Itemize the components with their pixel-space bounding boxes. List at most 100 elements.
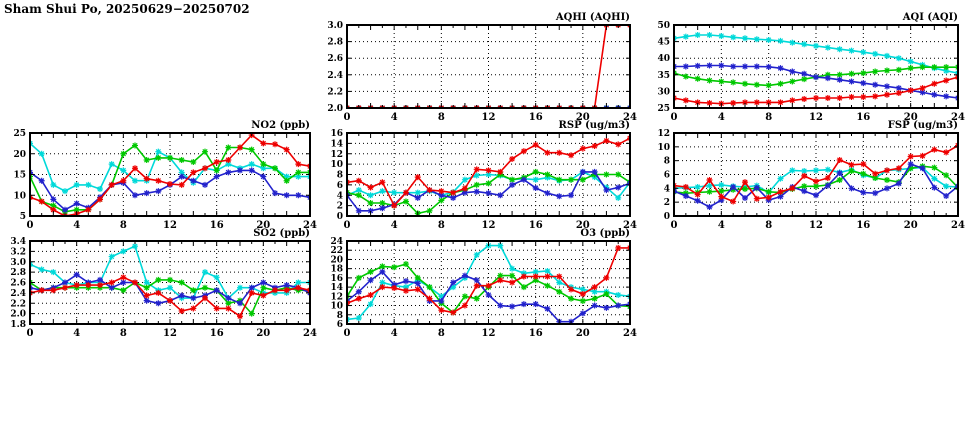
x-tick-label: 12	[482, 328, 496, 339]
y-tick-label: 15	[13, 171, 26, 181]
y-tick-label: 3.0	[10, 258, 26, 268]
y-tick-label: 50	[657, 21, 670, 31]
y-tick-label: 10	[13, 191, 26, 201]
chart-o3: O3 (ppb) 6 8 10 12 14 16 18 20 22 24 0 4 8 12 16 20 24	[317, 228, 638, 340]
x-tick-label: 16	[529, 112, 543, 123]
y-tick-label: 2	[664, 198, 670, 208]
y-tick-label: 6	[337, 181, 343, 191]
y-tick-label: 16	[330, 129, 343, 139]
y-tick-label: 12	[330, 150, 343, 160]
plot-svg-aqi: 25 30 35 40 45 50 0 4 8 12 16 20 24	[657, 21, 965, 123]
x-tick-label: 4	[391, 112, 398, 123]
series-cyan-markers	[346, 242, 631, 323]
chart-fsp: FSP (ug/m3) 0 2 4 6 8 10 12 0 4 8 12 16 20 24	[644, 120, 966, 232]
y-tick-label: 45	[657, 38, 670, 48]
y-tick-label: 2.6	[327, 54, 343, 64]
chart-no2-title: NO2 (ppb)	[251, 120, 310, 131]
series-red	[29, 274, 311, 320]
y-tick-label: 1.8	[10, 320, 26, 330]
x-tick-label: 24	[623, 328, 637, 339]
x-tick-label: 20	[576, 220, 590, 231]
plot-svg-so2: 1.82.02.22.42.62.83.03.23.4 0 4 8 12 16 20 24	[10, 237, 317, 339]
series-cyan	[346, 242, 631, 323]
y-tick-label: 8	[337, 171, 343, 181]
y-tick-label: 2.2	[327, 87, 343, 97]
chart-aqi-title: AQI (AQI)	[902, 12, 958, 23]
plot-svg-no2: 5 10 15 20 25 0 4 8 12 16 20 24	[13, 129, 317, 231]
page-title: Sham Shui Po, 20250629−20250702	[4, 2, 250, 16]
y-tick-label: 14	[330, 283, 343, 293]
y-tick-label: 16	[330, 274, 343, 284]
x-tick-label: 4	[73, 220, 80, 231]
y-tick-label: 10	[657, 143, 670, 153]
x-tick-label: 16	[210, 328, 224, 339]
series-red-markers	[346, 244, 631, 316]
y-tick-label: 12	[657, 129, 670, 139]
x-tick-label: 12	[809, 220, 823, 231]
y-tick-label: 2	[337, 202, 343, 212]
x-tick-label: 12	[482, 220, 496, 231]
chart-no2: NO2 (ppb) 5 10 15 20 25 0 4 8 12 16 20 24	[0, 120, 318, 232]
y-tick-label: 2.4	[10, 289, 26, 299]
y-tick-label: 14	[330, 139, 343, 149]
chart-rsp-title: RSP (ug/m3)	[558, 120, 630, 131]
x-tick-label: 12	[163, 220, 177, 231]
y-tick-label: 0	[664, 212, 670, 222]
y-tick-label: 2.0	[10, 310, 26, 320]
x-tick-label: 12	[163, 328, 177, 339]
y-tick-label: 40	[657, 54, 670, 64]
chart-fsp-title: FSP (ug/m3)	[887, 120, 958, 131]
y-tick-label: 12	[330, 292, 343, 302]
y-tick-label: 6	[337, 320, 343, 330]
y-tick-label: 25	[13, 129, 26, 139]
y-tick-label: 2.4	[327, 71, 343, 81]
x-tick-label: 4	[718, 220, 725, 231]
y-tick-label: 3.2	[10, 247, 26, 257]
y-tick-label: 2.6	[10, 279, 26, 289]
x-tick-label: 4	[718, 112, 725, 123]
plot-svg-aqhi: 2.0 2.2 2.4 2.6 2.8 3.0 0 4 8 12 16 20 24	[327, 21, 637, 123]
y-tick-label: 8	[664, 157, 670, 167]
x-tick-label: 8	[438, 220, 445, 231]
x-tick-label: 20	[576, 328, 590, 339]
x-tick-label: 24	[303, 328, 317, 339]
x-tick-label: 20	[904, 220, 918, 231]
y-tick-label: 30	[657, 87, 670, 97]
chart-aqhi-title: AQHI (AQHI)	[555, 12, 630, 23]
y-tick-label: 20	[13, 150, 26, 160]
y-tick-label: 2.8	[327, 38, 343, 48]
y-tick-label: 2.0	[327, 104, 343, 114]
y-tick-label: 2.2	[10, 299, 26, 309]
chart-aqi: AQI (AQI) 25 30 35 40 45 50 0 4 8 12 16 20 24	[644, 12, 966, 124]
x-tick-label: 8	[765, 220, 772, 231]
y-tick-label: 35	[657, 71, 670, 81]
x-tick-label: 16	[856, 220, 870, 231]
y-tick-label: 4	[337, 191, 343, 201]
x-tick-label: 0	[671, 112, 678, 123]
x-tick-label: 24	[623, 220, 637, 231]
x-tick-label: 16	[529, 220, 543, 231]
chart-so2: SO2 (ppb) 1.8 2.0 2.2 2.4 2.6 2.8 3.0 3.2 3.4 0 4 8…	[0, 228, 318, 340]
x-tick-label: 8	[438, 112, 445, 123]
y-tick-label: 5	[20, 212, 26, 222]
x-tick-label: 20	[256, 328, 270, 339]
x-tick-label: 24	[951, 220, 965, 231]
y-tick-label: 3.0	[327, 21, 343, 31]
x-tick-label: 8	[120, 220, 127, 231]
x-tick-label: 8	[438, 328, 445, 339]
x-tick-label: 0	[671, 220, 678, 231]
y-tick-label: 20	[330, 255, 343, 265]
x-tick-label: 12	[809, 112, 823, 123]
x-tick-label: 24	[303, 220, 317, 231]
y-tick-label: 3.4	[10, 237, 26, 247]
x-tick-label: 8	[765, 112, 772, 123]
x-tick-label: 16	[529, 328, 543, 339]
y-tick-label: 10	[330, 160, 343, 170]
x-tick-label: 16	[210, 220, 224, 231]
y-tick-label: 22	[330, 246, 343, 256]
y-tick-label: 0	[337, 212, 343, 222]
x-tick-label: 0	[344, 112, 351, 123]
y-tick-label: 18	[330, 265, 343, 275]
